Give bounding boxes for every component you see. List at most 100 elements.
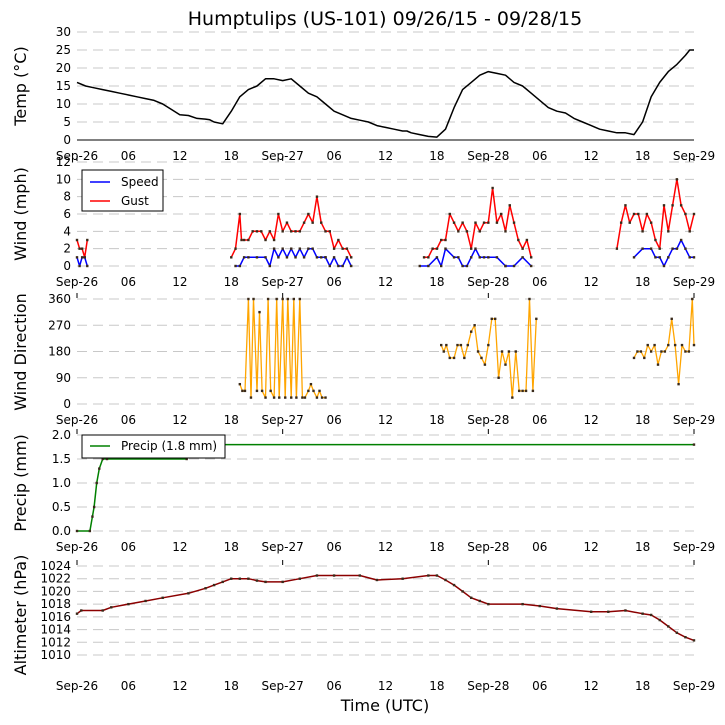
data-point <box>86 264 89 268</box>
data-point <box>161 596 164 599</box>
legend-box <box>81 434 226 459</box>
data-point <box>278 396 281 399</box>
x-tick-label: 06 <box>532 275 547 289</box>
x-tick-label: 18 <box>635 679 650 693</box>
data-point <box>487 256 490 259</box>
data-point <box>440 238 443 242</box>
data-point <box>692 443 696 446</box>
data-point <box>656 363 660 366</box>
data-point <box>688 256 691 259</box>
data-point <box>298 230 302 233</box>
data-point <box>101 609 104 612</box>
legend-precip: Precip (1.8 mm) <box>81 434 226 459</box>
legend-wind: Speed Gust <box>81 169 164 212</box>
data-point <box>487 221 490 224</box>
data-point <box>427 264 430 268</box>
data-point <box>466 343 469 347</box>
data-point <box>315 256 319 259</box>
data-point <box>692 256 696 259</box>
data-point <box>444 247 447 250</box>
data-point <box>275 297 278 301</box>
data-point <box>452 256 456 259</box>
data-point <box>448 212 451 216</box>
data-point <box>311 247 314 250</box>
x-tick-label: 12 <box>378 679 393 693</box>
data-point <box>667 343 670 347</box>
data-point <box>641 247 644 250</box>
x-tick-label: Sep-26 <box>56 540 98 554</box>
y-tick-label: 15 <box>56 79 71 93</box>
data-point <box>512 221 516 224</box>
data-point <box>658 618 661 622</box>
series-line-altimeter-altimeter-0 <box>76 574 695 642</box>
data-point <box>499 212 503 216</box>
x-tick-label: 06 <box>121 413 136 427</box>
y-axis-label-temp: Temp (°C) <box>11 46 30 126</box>
data-point <box>281 247 284 250</box>
x-tick-label: Sep-29 <box>673 413 715 427</box>
data-point <box>637 212 640 216</box>
y-tick-label: 1020 <box>40 584 71 598</box>
x-tick-label: 18 <box>429 413 444 427</box>
data-point <box>435 574 439 577</box>
data-point <box>538 604 541 608</box>
data-point <box>290 396 293 399</box>
data-point <box>268 230 272 233</box>
data-point <box>255 579 259 582</box>
data-point <box>452 356 456 360</box>
data-point <box>292 297 296 301</box>
y-axis-label-wind: Wind (mph) <box>11 167 30 261</box>
data-point <box>684 247 687 250</box>
data-point <box>332 247 336 250</box>
data-point <box>691 297 694 301</box>
series-line-wind-speed-0 <box>76 256 89 267</box>
data-point <box>667 230 670 233</box>
data-point <box>315 574 319 577</box>
data-point <box>521 256 524 259</box>
x-tick-label: 06 <box>532 679 547 693</box>
data-point <box>324 396 327 399</box>
data-point <box>654 238 657 242</box>
data-point <box>684 350 687 353</box>
data-point <box>444 238 447 242</box>
data-point <box>649 247 653 250</box>
data-point <box>687 350 691 353</box>
data-point <box>675 247 679 250</box>
data-point <box>692 343 696 347</box>
data-point <box>667 256 670 259</box>
data-point <box>240 238 243 242</box>
data-point <box>641 612 644 615</box>
data-point <box>144 599 147 603</box>
data-point <box>238 264 242 268</box>
data-point <box>80 247 84 250</box>
data-point <box>204 587 207 590</box>
data-point <box>315 195 319 198</box>
data-point <box>127 602 130 606</box>
x-tick-label: Sep-27 <box>262 275 304 289</box>
data-point <box>83 256 86 259</box>
data-point <box>431 247 434 250</box>
data-point <box>101 457 104 461</box>
x-tick-label: Sep-29 <box>673 540 715 554</box>
data-point <box>350 264 353 268</box>
data-point <box>78 264 81 268</box>
x-tick-label: 18 <box>224 275 239 289</box>
x-tick-label: 18 <box>224 679 239 693</box>
data-point <box>295 396 298 399</box>
y-tick-label: 1018 <box>40 597 71 611</box>
data-point <box>242 256 246 259</box>
legend-box <box>81 169 164 212</box>
data-point <box>234 247 237 250</box>
data-point <box>663 350 667 353</box>
data-point <box>285 221 289 224</box>
data-point <box>615 247 619 250</box>
data-point <box>422 256 426 259</box>
data-point <box>504 230 507 233</box>
data-point <box>658 247 661 250</box>
data-point <box>312 389 315 393</box>
data-point <box>251 230 254 233</box>
data-point <box>675 631 679 634</box>
y-tick-label: 6 <box>63 207 71 221</box>
data-point <box>452 221 456 224</box>
